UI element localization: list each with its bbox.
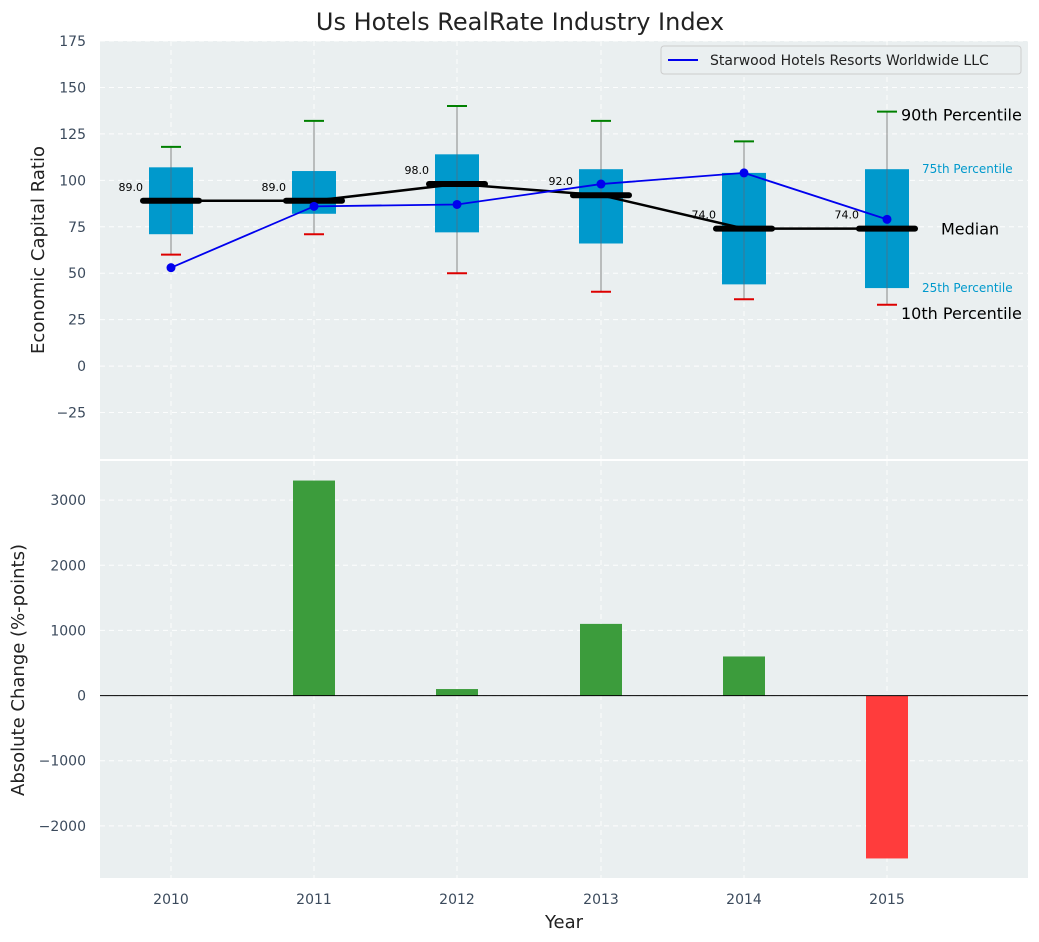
bar-y-ticks: −2000 −1000 0 1000 2000 3000 xyxy=(39,493,86,835)
bar-2014 xyxy=(723,656,765,696)
x-axis-label: Year xyxy=(544,912,584,933)
y-tick-label: 25 xyxy=(68,313,86,329)
series-point xyxy=(739,168,749,178)
bar-2012 xyxy=(436,689,478,696)
median-value-label: 92.0 xyxy=(549,175,574,188)
median-value-label: 74.0 xyxy=(835,209,860,222)
x-tick-label: 2015 xyxy=(869,892,905,908)
x-tick-label: 2014 xyxy=(726,892,762,908)
annotation-p25: 25th Percentile xyxy=(922,281,1013,295)
x-tick-labels: 2010 2011 2012 2013 2014 2015 xyxy=(153,892,905,908)
y-tick-label: 100 xyxy=(59,173,86,189)
company-series xyxy=(166,168,892,273)
change-bars xyxy=(293,480,908,859)
median-value-label: 98.0 xyxy=(405,164,430,177)
x-tick-label: 2010 xyxy=(153,892,189,908)
median-trend-line xyxy=(171,182,887,230)
y-tick-label: 175 xyxy=(59,34,86,50)
annotation-p75: 75th Percentile xyxy=(922,162,1013,176)
legend-entry-label: Starwood Hotels Resorts Worldwide LLC xyxy=(710,53,989,69)
series-point xyxy=(166,263,176,273)
y-tick-label: 150 xyxy=(59,80,86,96)
series-point xyxy=(882,214,892,224)
annotation-p90: 90th Percentile xyxy=(901,106,1022,125)
bar-2013 xyxy=(580,623,622,696)
y-tick-label: −1000 xyxy=(39,754,86,770)
legend: Starwood Hotels Resorts Worldwide LLC xyxy=(660,45,1022,75)
series-point xyxy=(452,199,462,209)
box-plot-y-ticks: −25 0 25 50 75 100 125 150 175 xyxy=(56,34,86,422)
y-tick-label: 3000 xyxy=(50,493,86,509)
bar-2015 xyxy=(866,695,908,859)
series-point xyxy=(309,201,319,211)
series-point xyxy=(596,179,606,189)
y-tick-label: 0 xyxy=(77,359,86,375)
x-tick-label: 2012 xyxy=(439,892,475,908)
chart-title: Us Hotels RealRate Industry Index xyxy=(316,8,724,36)
box-plot-panel: −25 0 25 50 75 100 125 150 175 Economic Capital … xyxy=(28,34,1028,459)
y-tick-label: 125 xyxy=(59,127,86,143)
median-value-label: 89.0 xyxy=(262,181,287,194)
legend-frame xyxy=(660,45,1022,75)
x-tick-label: 2011 xyxy=(296,892,332,908)
bar-2011 xyxy=(293,480,335,696)
y-tick-label: −25 xyxy=(56,406,86,422)
percentile-annotations: 90th Percentile 75th Percentile Median 25th… xyxy=(901,106,1022,323)
median-trend xyxy=(171,182,887,230)
y-tick-label: 0 xyxy=(77,689,86,705)
x-tick-label: 2013 xyxy=(583,892,619,908)
annotation-p10: 10th Percentile xyxy=(901,304,1022,323)
bar-y-axis-label: Absolute Change (%-points) xyxy=(8,544,29,796)
y-tick-label: 50 xyxy=(68,266,86,282)
annotation-median: Median xyxy=(941,220,999,239)
box-plot-y-axis-label: Economic Capital Ratio xyxy=(28,146,49,354)
series-line xyxy=(170,171,888,269)
y-tick-label: 75 xyxy=(68,220,86,236)
median-value-label: 89.0 xyxy=(119,181,144,194)
y-tick-label: −2000 xyxy=(39,819,86,835)
bar-panel: −2000 −1000 0 1000 2000 3000 Absolute Change … xyxy=(8,461,1028,933)
y-tick-label: 1000 xyxy=(50,623,86,639)
y-tick-label: 2000 xyxy=(50,558,86,574)
